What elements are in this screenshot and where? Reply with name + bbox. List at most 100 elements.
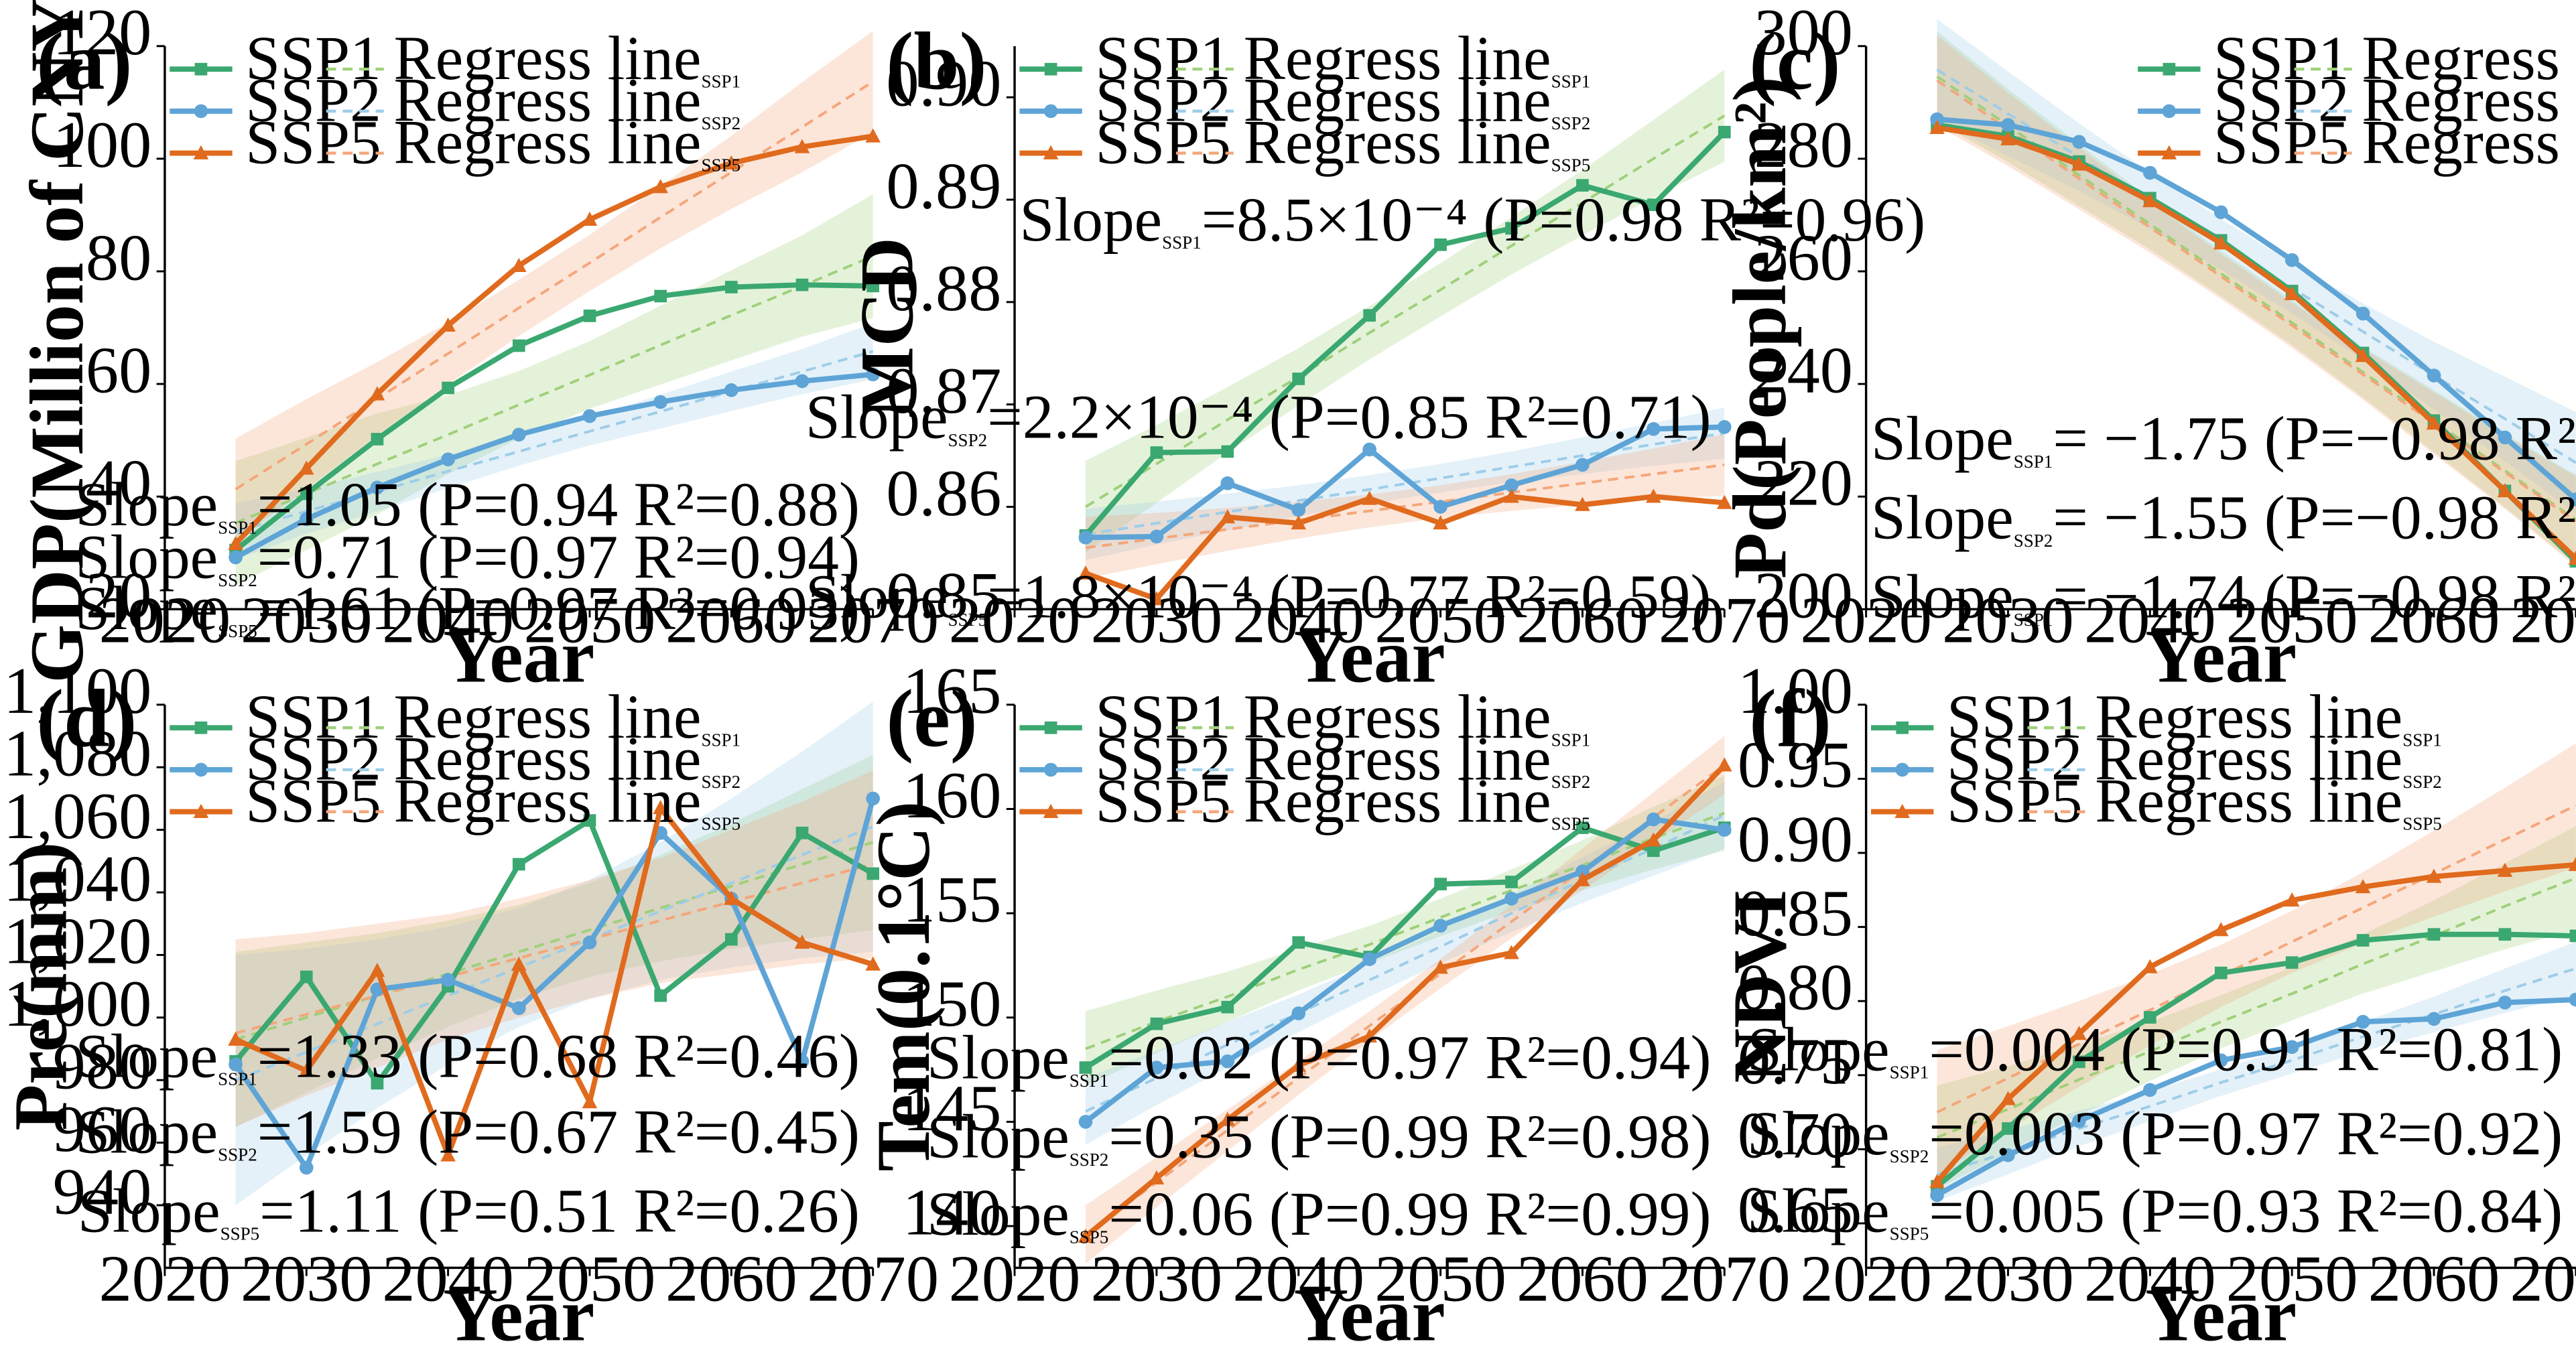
series-line-SSP2 bbox=[1085, 424, 1725, 541]
data-point-SSP1 bbox=[371, 433, 384, 446]
legend-regress-label: Regress lineSSP1 bbox=[2095, 683, 2442, 752]
y-tick-label: 1,040 bbox=[3, 842, 151, 915]
x-tick-label: 2040 bbox=[2084, 1243, 2216, 1316]
legend-regress-label: Regress lineSSP5 bbox=[394, 108, 741, 177]
data-point-SSP2 bbox=[1717, 419, 1732, 434]
legend-swatch-marker bbox=[193, 803, 209, 818]
legend-regress-subscript: SSP5 bbox=[1551, 814, 1591, 834]
x-tick-label: 2020 bbox=[1800, 1243, 1932, 1316]
legend-regress-subscript: SSP2 bbox=[1551, 113, 1591, 133]
slope-annotation: SlopeSSP1=0.004 (P=0.91 R²=0.81) bbox=[1747, 1015, 2563, 1084]
slope-annotation: SlopeSSP1= −1.75 (P=−0.98 R²=0.96) bbox=[1871, 405, 2576, 474]
data-point-SSP2 bbox=[1647, 812, 1661, 827]
legend-regress-text: Regress line bbox=[2362, 66, 2576, 135]
legend-label: SSP5 bbox=[245, 766, 381, 835]
data-point-SSP5 bbox=[2426, 415, 2442, 430]
data-point-SSP2 bbox=[866, 791, 880, 806]
legend-regress-text: Regress line bbox=[2095, 683, 2402, 752]
slope-word: Slope bbox=[1747, 1015, 1890, 1084]
legend-label: SSP5 bbox=[2213, 108, 2349, 177]
data-point-SSP1 bbox=[1647, 198, 1660, 212]
x-tick-label: 2050 bbox=[2226, 1243, 2358, 1316]
data-point-SSP1 bbox=[1576, 179, 1589, 192]
legend-swatch-marker bbox=[193, 145, 209, 159]
y-axis-label: NDVI bbox=[1718, 890, 1802, 1083]
data-point-SSP2 bbox=[511, 427, 526, 442]
data-point-SSP1 bbox=[1647, 844, 1660, 858]
slope-subscript: SSP2 bbox=[218, 1145, 257, 1165]
legend-regress-text: Regress line bbox=[1244, 725, 1551, 794]
slope-word: Slope bbox=[75, 470, 218, 539]
data-point-SSP2 bbox=[1149, 529, 1164, 544]
panel-d: 2020 2030 2040 2050 2060 20709409609801,0001,… bbox=[0, 655, 939, 1357]
slope-word: Slope bbox=[1871, 405, 2014, 474]
data-point-SSP5 bbox=[1362, 490, 1377, 505]
data-point-SSP2 bbox=[2213, 1053, 2228, 1068]
data-point-SSP5 bbox=[1220, 508, 1236, 524]
legend-regress-subscript: SSP5 bbox=[702, 155, 741, 176]
legend-label: SSP5 bbox=[245, 108, 381, 177]
slope-subscript: SSP2 bbox=[948, 430, 988, 450]
slope-annotation: SlopeSSP1=8.5×10⁻⁴ (P=0.98 R²=0.96) bbox=[1019, 186, 1925, 255]
legend-regress-subscript: SSP5 bbox=[702, 814, 741, 834]
data-point-SSP2 bbox=[370, 480, 385, 495]
regress-line-SSP2 bbox=[1085, 814, 1726, 1113]
data-point-SSP2 bbox=[2498, 996, 2512, 1010]
legend-regress-label: Regress lineSSP5 bbox=[1244, 108, 1591, 177]
data-point-SSP5 bbox=[2284, 892, 2300, 907]
data-point-SSP2 bbox=[1149, 1061, 1164, 1075]
data-point-SSP5 bbox=[2426, 868, 2442, 883]
data-point-SSP5 bbox=[865, 956, 881, 971]
legend-regress-text: Regress line bbox=[1244, 66, 1551, 135]
y-tick-label: 0.95 bbox=[1738, 729, 1853, 802]
data-point-SSP5 bbox=[2284, 285, 2300, 300]
y-axis-label: Pre(mm) bbox=[0, 842, 82, 1131]
data-point-SSP2 bbox=[441, 452, 455, 467]
legend-regress-text: Regress line bbox=[1244, 766, 1551, 835]
slope-word: Slope bbox=[78, 1176, 220, 1245]
data-point-SSP1 bbox=[1221, 1000, 1234, 1014]
data-point-SSP1 bbox=[2143, 1011, 2156, 1024]
legend-label: SSP1 bbox=[1095, 24, 1230, 93]
legend-regress-text: Regress line bbox=[2362, 24, 2576, 93]
series-line-SSP5 bbox=[1084, 763, 1727, 1239]
slope-word: Slope bbox=[927, 1180, 1070, 1249]
data-point-SSP2 bbox=[2072, 135, 2086, 149]
x-tick-label: 2070 bbox=[1659, 1243, 1791, 1316]
data-point-SSP5 bbox=[1646, 488, 1661, 503]
data-point-SSP2 bbox=[1362, 952, 1376, 966]
legend-label: SSP1 bbox=[245, 24, 381, 93]
data-point-SSP1 bbox=[1363, 309, 1376, 322]
data-point-SSP1 bbox=[583, 814, 596, 827]
data-point-SSP1 bbox=[300, 487, 313, 500]
data-point-SSP2 bbox=[2001, 118, 2015, 132]
data-point-SSP5 bbox=[1078, 565, 1094, 580]
data-point-SSP5 bbox=[1575, 872, 1590, 886]
slope-value: =0.35 (P=0.99 R²=0.98) bbox=[1108, 1103, 1711, 1172]
confidence-band-SSP1 bbox=[1937, 31, 2576, 565]
y-tick-label: 940 bbox=[53, 1155, 151, 1228]
slope-annotation: SlopeSSP1=1.33 (P=0.68 R²=0.46) bbox=[75, 1022, 860, 1091]
x-tick-label: 2060 bbox=[1517, 584, 1649, 657]
data-point-SSP1 bbox=[583, 310, 596, 322]
slope-subscript: SSP1 bbox=[1890, 1063, 1929, 1083]
y-tick-label: 165 bbox=[903, 655, 1001, 728]
data-point-SSP5 bbox=[1504, 945, 1519, 959]
data-point-SSP2 bbox=[1291, 502, 1306, 517]
x-tick-label: 2030 bbox=[1942, 584, 2074, 657]
legend-regress-subscript: SSP1 bbox=[702, 730, 741, 750]
data-point-SSP5 bbox=[228, 536, 243, 551]
regress-line-SSP1 bbox=[1085, 811, 1725, 1050]
data-point-SSP2 bbox=[2143, 165, 2157, 180]
data-point-SSP2 bbox=[1433, 919, 1447, 933]
x-tick-label: 2040 bbox=[1232, 584, 1364, 657]
confidence-band-SSP1 bbox=[1937, 826, 2576, 1190]
data-point-SSP1 bbox=[1292, 372, 1305, 385]
data-point-SSP2 bbox=[229, 550, 243, 565]
legend-regress-text: Regress line bbox=[1244, 108, 1551, 177]
data-point-SSP5 bbox=[1929, 119, 1945, 135]
x-tick-label: 2030 bbox=[1942, 1243, 2074, 1316]
x-axis-label: Year bbox=[2145, 1274, 2297, 1357]
regress-line-SSP5 bbox=[1085, 463, 1725, 549]
